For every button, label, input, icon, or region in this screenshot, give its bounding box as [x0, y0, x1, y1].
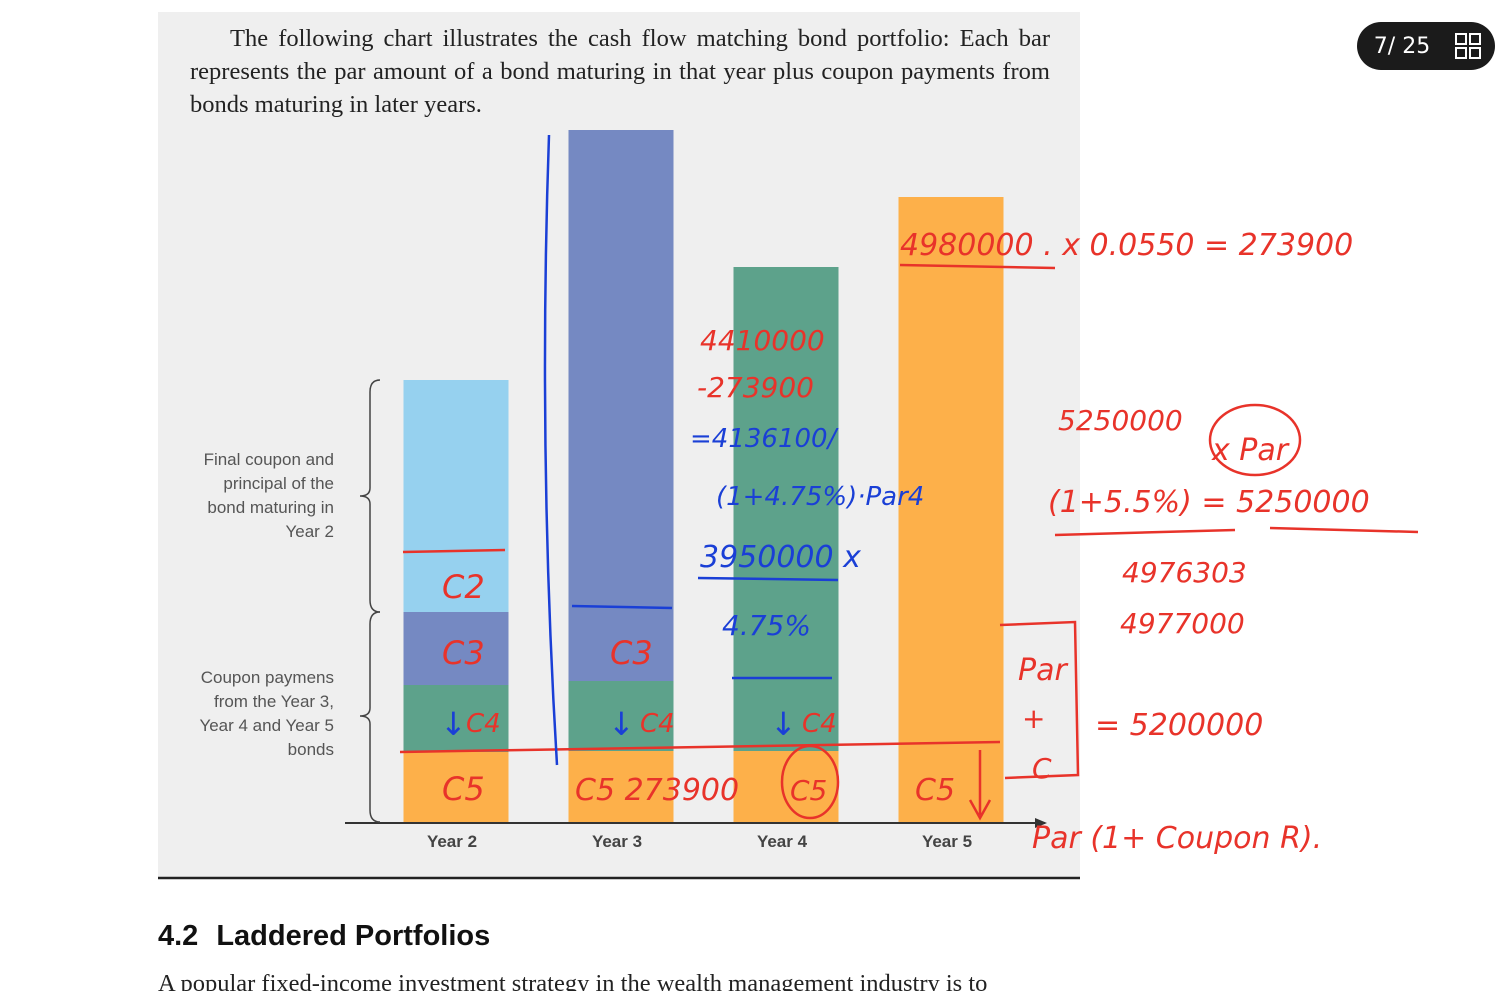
- handwriting: C5 273900: [575, 773, 739, 808]
- handwriting: ↓: [608, 705, 635, 743]
- ink-annotations: [399, 134, 1419, 821]
- section-heading: 4.2 Laddered Portfolios: [158, 920, 490, 953]
- brace: [359, 611, 381, 823]
- x-tick-label: Year 2: [427, 832, 477, 851]
- ink-circle: [780, 744, 840, 820]
- figure-caption: The following chart illustrates the cash…: [190, 25, 1050, 118]
- handwriting: =4136100/: [690, 424, 840, 454]
- brace-label: Coupon paymens from the Year 3, Year 4 a…: [199, 668, 334, 759]
- bar-segment: [568, 681, 674, 751]
- bar-segment: [733, 267, 839, 751]
- ink-line: [899, 263, 1056, 270]
- ink-circle: [1208, 403, 1302, 477]
- handwriting: C4: [640, 709, 675, 739]
- bars: [403, 130, 1004, 823]
- bar-segment: [568, 130, 674, 681]
- x-tick-label: Year 3: [592, 832, 642, 851]
- handwriting: Par: [1018, 653, 1068, 688]
- ink-line: [697, 576, 839, 582]
- bar-segment: [403, 612, 509, 685]
- handwriting: 4980000 . x 0.0550 = 273900: [900, 228, 1353, 263]
- ink-line: [543, 134, 559, 766]
- handwriting: = 5200000: [1095, 708, 1263, 743]
- ink-line: [1269, 526, 1419, 534]
- handwriting: C4: [466, 709, 501, 739]
- axis-arrow: [1035, 818, 1047, 828]
- handwriting: 4410000: [700, 324, 825, 357]
- section-number: 4.2: [158, 920, 199, 952]
- bar-segment: [403, 685, 509, 752]
- handwriting: (1+4.75%)·Par4: [716, 482, 924, 512]
- ink-arrow: [968, 750, 992, 821]
- section-title: Laddered Portfolios: [216, 920, 491, 952]
- bar-segment: [568, 751, 674, 823]
- page-indicator: 7/ 25: [1374, 34, 1430, 59]
- handwriting: +: [1022, 702, 1045, 735]
- handwriting: 4.75%: [722, 609, 811, 642]
- handwriting: 5250000: [1058, 404, 1183, 437]
- ink-bracket: [999, 620, 1080, 780]
- x-tick-label: Year 5: [922, 832, 972, 851]
- handwriting: C3: [442, 634, 485, 672]
- handwriting: C5: [442, 770, 485, 808]
- handwriting: x Par: [1211, 433, 1290, 468]
- handwriting: (1+5.5%) = 5250000: [1048, 485, 1370, 520]
- handwriting: C: [1032, 752, 1052, 785]
- handwriting: 4976303: [1122, 556, 1247, 589]
- handwriting: Par (1+ Coupon R).: [1032, 821, 1322, 856]
- handwriting: ↓: [440, 705, 467, 743]
- body-text: A popular fixed-income investment strate…: [158, 970, 988, 991]
- handwriting: C2: [442, 568, 485, 606]
- handwriting: -273900: [697, 371, 814, 404]
- handwriting: 3950000 x: [700, 540, 861, 575]
- bar-segment: [898, 197, 1004, 823]
- grid-view-icon[interactable]: [1455, 33, 1481, 59]
- handwriting: 4977000: [1120, 607, 1245, 640]
- brace-label: Final coupon and principal of the bond m…: [203, 450, 334, 541]
- ink-line: [571, 604, 673, 610]
- handwriting: C3: [610, 634, 653, 672]
- bar-segment: [403, 752, 509, 823]
- handwriting: C5: [790, 774, 827, 807]
- brace: [359, 379, 381, 613]
- x-tick-label: Year 4: [757, 832, 808, 851]
- ink-line: [399, 740, 1001, 754]
- handwriting: C5: [915, 773, 955, 808]
- ink-line: [1054, 528, 1236, 537]
- handwriting: ↓: [770, 705, 797, 743]
- handwriting: C4: [802, 709, 837, 739]
- bar-segment: [403, 380, 509, 612]
- ink-line: [402, 548, 506, 554]
